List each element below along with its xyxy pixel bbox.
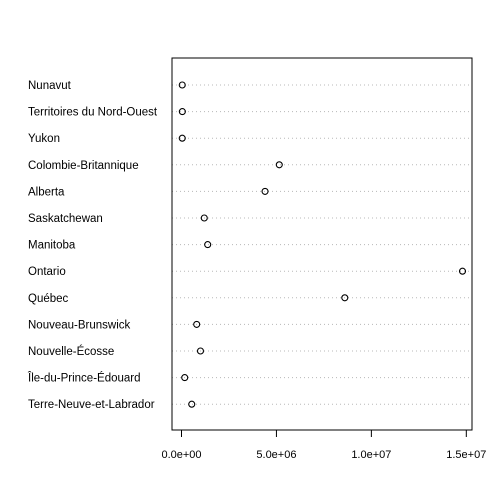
category-label: Yukon	[28, 133, 60, 145]
category-label: Nouveau-Brunswick	[28, 319, 131, 331]
category-label: Nouvelle-Écosse	[28, 345, 114, 358]
data-point	[196, 347, 205, 355]
data-point	[178, 81, 186, 89]
data-point	[188, 400, 196, 408]
category-label: Territoires du Nord-Ouest	[28, 107, 158, 119]
x-tick-label: 1.5e+07	[446, 449, 486, 461]
category-label: Alberta	[28, 186, 65, 198]
guide-lines	[172, 84, 472, 405]
category-label: Ontario	[28, 266, 66, 278]
data-point	[200, 214, 208, 222]
data-point	[261, 187, 269, 195]
x-tick-label: 5.0e+06	[256, 449, 296, 461]
category-label: Saskatchewan	[28, 213, 103, 225]
data-point	[178, 134, 186, 142]
x-tick-label: 1.0e+07	[351, 449, 391, 461]
category-label: Nunavut	[28, 80, 72, 92]
data-point	[193, 320, 201, 328]
category-labels: Nunavut Territoires du Nord-Ouest Yukon Col…	[27, 80, 158, 411]
data-point	[341, 294, 349, 302]
data-point	[181, 374, 189, 382]
data-points	[178, 81, 467, 408]
data-point	[275, 161, 283, 169]
data-point	[204, 241, 212, 249]
data-point	[458, 267, 467, 275]
category-label: Manitoba	[28, 240, 76, 252]
x-axis: 0.0e+00 5.0e+06 1.0e+07 1.5e+07	[161, 429, 486, 461]
category-label: Terre-Neuve-et-Labrador	[28, 399, 155, 411]
plot-frame	[171, 57, 473, 431]
x-tick-label: 0.0e+00	[161, 449, 201, 461]
data-point	[178, 108, 186, 116]
category-label: Québec	[28, 293, 69, 305]
category-label: Colombie-Britannique	[28, 160, 139, 172]
category-label: Île-du-Prince-Édouard	[27, 372, 141, 385]
